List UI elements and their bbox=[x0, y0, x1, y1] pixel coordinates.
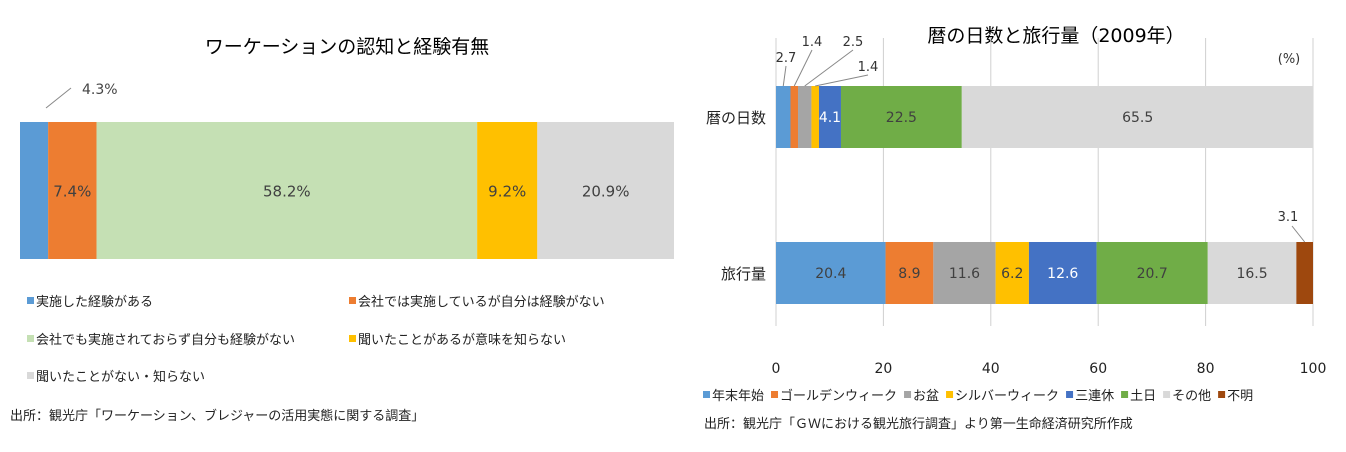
left-chart-title: ワーケーションの認知と経験有無 bbox=[205, 36, 490, 58]
left-data-label: 58.2% bbox=[263, 183, 311, 201]
right-legend-swatch bbox=[1163, 391, 1171, 398]
right-callout-label: 1.4 bbox=[858, 60, 879, 75]
right-data-label: 65.5 bbox=[1122, 110, 1153, 126]
right-chart-title: 暦の日数と旅行量（2009年） bbox=[927, 25, 1184, 47]
right-callout-label: 1.4 bbox=[802, 35, 823, 50]
left-bars bbox=[20, 122, 674, 259]
right-legend-swatch bbox=[1218, 391, 1226, 398]
right-callout-leader bbox=[782, 65, 787, 87]
right-bar-segment bbox=[1096, 242, 1208, 304]
left-data-labels: 7.4% 58.2% 9.2% 20.9% bbox=[53, 183, 629, 201]
right-bar-segment bbox=[1028, 242, 1097, 304]
left-legend-label: 実施した経験がある bbox=[36, 294, 153, 310]
right-bar-segment bbox=[933, 242, 996, 304]
right-x-tick-label: 80 bbox=[1197, 361, 1215, 377]
right-legend-swatch bbox=[1121, 391, 1129, 398]
right-legend-label: 三連休 bbox=[1075, 389, 1114, 404]
right-x-tick-label: 60 bbox=[1089, 361, 1107, 377]
right-x-tick-label: 40 bbox=[982, 361, 1000, 377]
right-bars bbox=[776, 86, 1314, 304]
right-x-tick-label: 0 bbox=[772, 361, 781, 377]
right-legend-label: 年末年始 bbox=[712, 389, 764, 404]
left-legend-swatch bbox=[349, 335, 356, 342]
right-legend-label: 不明 bbox=[1227, 389, 1253, 404]
right-data-label: 4.1 bbox=[819, 110, 841, 126]
right-bar-segment bbox=[776, 242, 886, 304]
right-source-note: 出所：観光庁「ＧＷにおける観光旅行調査」より第一生命経済研究所作成 bbox=[704, 416, 1133, 432]
right-category-label: 暦の日数 bbox=[706, 109, 766, 127]
right-legend-label: 土日 bbox=[1130, 389, 1156, 404]
right-callouts: 2.7 1.4 2.5 1.4 3.1 bbox=[776, 35, 1306, 243]
right-bar-segment bbox=[1207, 242, 1297, 304]
left-bar-segment bbox=[477, 122, 538, 259]
right-bar-segment bbox=[885, 242, 934, 304]
right-data-label: 6.2 bbox=[1001, 266, 1023, 282]
right-unit-label: (%) bbox=[1278, 52, 1301, 67]
left-legend-label: 会社では実施しているが自分は経験がない bbox=[358, 294, 605, 310]
right-data-label: 11.6 bbox=[949, 266, 980, 282]
right-callout-leader bbox=[1291, 225, 1306, 243]
right-legend-swatch bbox=[1066, 391, 1074, 398]
left-bar-segment bbox=[48, 122, 97, 259]
left-data-label: 20.9% bbox=[582, 183, 630, 201]
right-x-tick-label: 20 bbox=[874, 361, 892, 377]
right-bar-segment bbox=[1296, 242, 1313, 304]
right-data-label: 20.4 bbox=[815, 266, 846, 282]
right-data-label: 22.5 bbox=[886, 110, 917, 126]
right-callout-leader bbox=[804, 49, 854, 87]
left-legend-swatch bbox=[27, 335, 34, 342]
right-legend-label: ゴールデンウィーク bbox=[780, 388, 897, 404]
right-bar-segment bbox=[798, 86, 812, 148]
left-legend-label: 会社でも実施されておらず自分も経験がない bbox=[36, 332, 295, 348]
right-category-label: 旅行量 bbox=[721, 265, 766, 283]
left-callout-leader bbox=[45, 87, 72, 109]
right-bar-segment bbox=[818, 86, 841, 148]
right-callout-label: 2.5 bbox=[843, 35, 864, 50]
right-callout-leader bbox=[793, 49, 813, 87]
right-legend-label: お盆 bbox=[913, 389, 939, 404]
right-data-label: 12.6 bbox=[1047, 266, 1078, 282]
right-data-labels: 4.1 22.5 65.5 20.4 8.9 11.6 6.2 12.6 20.7 16.5 bbox=[815, 110, 1267, 282]
right-callout-leader bbox=[815, 74, 869, 87]
left-bar-segment bbox=[96, 122, 478, 259]
right-bar-segment bbox=[961, 86, 1314, 148]
right-data-label: 20.7 bbox=[1137, 266, 1168, 282]
right-data-label: 8.9 bbox=[898, 266, 920, 282]
right-bar-segment bbox=[790, 86, 799, 148]
left-legend-swatch bbox=[349, 297, 356, 304]
left-callout-label: 4.3% bbox=[82, 82, 118, 98]
left-legend-label: 聞いたことがあるが意味を知らない bbox=[358, 332, 566, 348]
left-legend-swatch bbox=[27, 372, 34, 379]
left-data-label: 7.4% bbox=[53, 183, 91, 201]
left-legend-label: 聞いたことがない・知らない bbox=[36, 369, 205, 385]
right-x-tick-labels: 0 20 40 60 80 100 bbox=[772, 361, 1327, 377]
left-source-note: 出所：観光庁「ワーケーション、ブレジャーの活用実態に関する調査」 bbox=[10, 408, 424, 424]
right-legend: 年末年始 ゴールデンウィーク お盆 シルバーウィーク 三連休 土日 その他 不明 bbox=[703, 388, 1253, 404]
right-legend-swatch bbox=[771, 391, 779, 398]
right-bar-segment bbox=[840, 86, 962, 148]
right-bar-segment bbox=[776, 86, 791, 148]
right-bar-segment bbox=[995, 242, 1029, 304]
left-legend: 実施した経験がある 会社では実施しているが自分は経験がない会社でも実施されておらず… bbox=[27, 294, 605, 385]
right-bar-segment bbox=[811, 86, 819, 148]
right-legend-swatch bbox=[946, 391, 954, 398]
right-x-tick-label: 100 bbox=[1300, 361, 1327, 377]
left-data-label: 9.2% bbox=[488, 183, 526, 201]
left-bar-segment bbox=[537, 122, 674, 259]
right-data-label: 16.5 bbox=[1236, 266, 1267, 282]
left-bar-segment bbox=[20, 122, 49, 259]
right-legend-swatch bbox=[703, 391, 710, 398]
right-chart: 暦の日数と旅行量（2009年） (%) 4.1 22.5 65.5 20.4 8.9 11… bbox=[703, 25, 1326, 432]
right-legend-label: その他 bbox=[1172, 389, 1211, 404]
left-chart: ワーケーションの認知と経験有無 7.4% 58.2% 9.2% 20.9% 4.3% … bbox=[10, 36, 674, 424]
right-callout-label: 2.7 bbox=[776, 51, 797, 66]
left-legend-swatch bbox=[27, 297, 34, 304]
right-callout-label: 3.1 bbox=[1278, 210, 1299, 225]
right-legend-label: シルバーウィーク bbox=[955, 389, 1059, 404]
right-legend-swatch bbox=[904, 391, 912, 398]
